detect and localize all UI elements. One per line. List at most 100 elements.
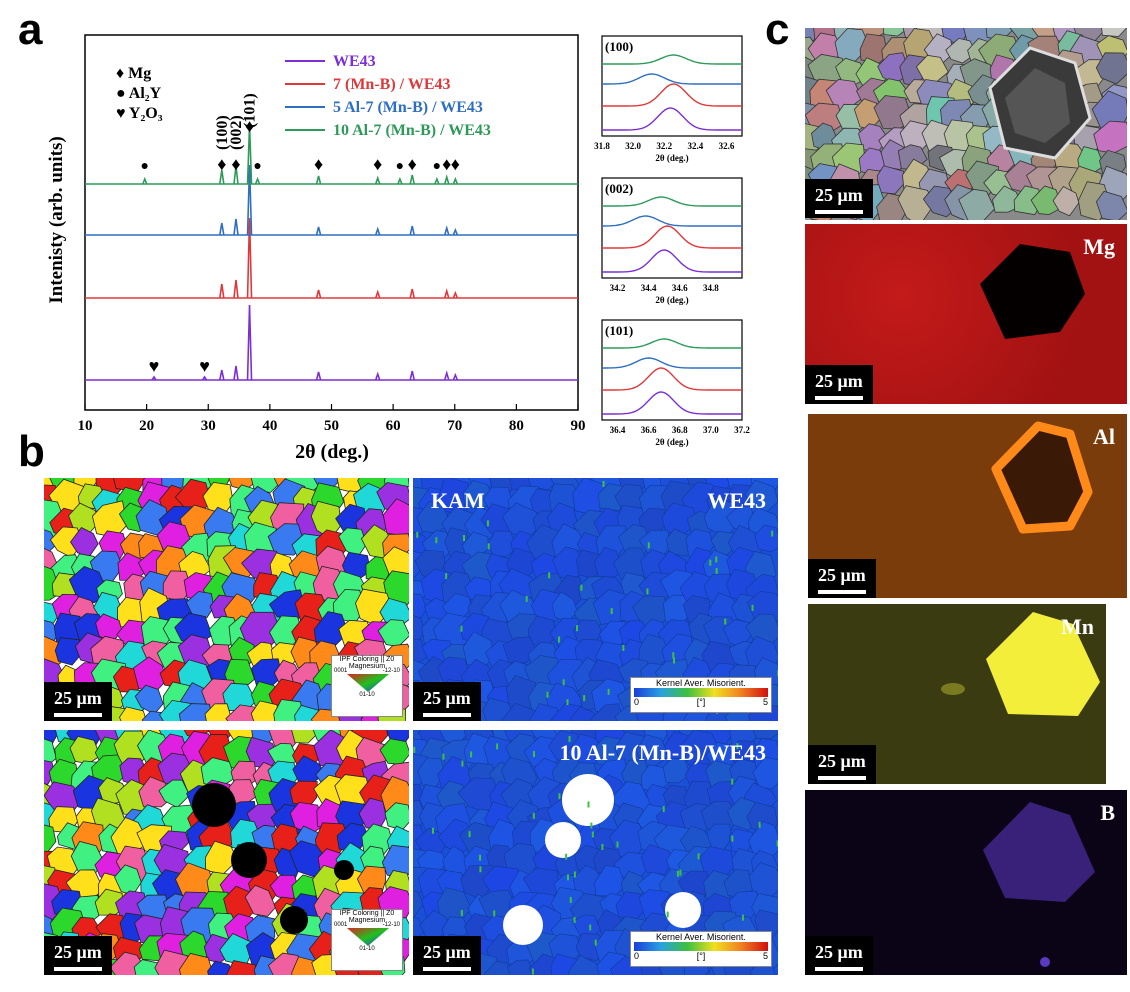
scale-bar: 25 μm — [808, 745, 876, 784]
sem-image: 25 μm — [805, 28, 1127, 220]
eds-map-al: Al 25 μm — [808, 414, 1127, 598]
kam-color-legend: Kernel Aver. Misorient. 0 [°] 5 — [630, 677, 772, 713]
eds-map-mg: Mg 25 μm — [805, 224, 1127, 404]
scale-bar: 25 μm — [805, 179, 873, 218]
kam-label: KAM — [431, 488, 485, 513]
scale-bar: 25 μm — [808, 559, 876, 598]
inset-x-label: 2θ (deg.) — [655, 437, 688, 447]
hkl-label: (101) — [242, 93, 259, 128]
inset-title: (002) — [605, 181, 633, 196]
scale-bar: 25 μm — [44, 682, 112, 721]
element-label-b: B — [1100, 800, 1115, 825]
x-tick-label: 80 — [509, 418, 524, 434]
phase-marker: ♦ — [245, 116, 254, 136]
ipf-color-legend: IPF Coloring || Z0 Magnesium 0001 -12-10 … — [331, 909, 403, 971]
xrd-inset-002: (002) 34.2 34.4 34.6 34.8 2θ (deg.) — [601, 177, 743, 305]
phase-legend-item: ♥ Y₂O₃ — [116, 105, 163, 122]
inset-series-line — [602, 215, 742, 227]
phase-legend: ♦ Mg ● Al₂Y ♥ Y₂O₃ — [116, 65, 163, 122]
inset-series-line — [602, 225, 742, 249]
panel-label-b: b — [18, 427, 45, 476]
xrd-main-chart: ♦ ♦♦♦ ♦ ♦ ♦ ♦● ● ● ●♥ ♥ 10 20 30 40 50 60 70 80 90 2θ (de… — [46, 34, 586, 463]
inset-tick-label: 34.2 — [610, 283, 626, 293]
element-label-al: Al — [1093, 424, 1115, 449]
series-line — [85, 164, 578, 236]
series-line — [85, 217, 578, 299]
inset-x-label: 2θ (deg.) — [655, 295, 688, 305]
inset-series-line — [602, 391, 742, 415]
inset-tick-label: 34.6 — [672, 283, 688, 293]
inset-series-line — [602, 83, 742, 107]
xrd-inset-100: (100) 31.8 32.0 32.2 32.4 32.6 2θ (deg.) — [594, 35, 743, 163]
x-tick-label: 20 — [139, 418, 154, 434]
xrd-inset-101: (101) 36.4 36.6 36.8 37.0 37.2 2θ (deg.) — [601, 319, 750, 447]
kam-map-we43: KAM WE43 25 μm Kernel Aver. Misorient. 0… — [413, 478, 778, 721]
hkl-label: (100) — [214, 115, 231, 150]
inset-series-line — [602, 54, 742, 65]
x-axis-label: 2θ (deg.) — [295, 441, 369, 463]
eds-map-b: B 25 μm — [805, 790, 1127, 975]
inset-tick-label: 32.6 — [719, 141, 735, 151]
kam-color-legend: Kernel Aver. Misorient. 0 [°] 5 — [630, 931, 772, 967]
panel-label-a: a — [18, 5, 43, 54]
phase-marker: ♦ — [451, 154, 460, 174]
x-tick-label: 70 — [447, 418, 462, 434]
inset-tick-label: 37.2 — [734, 425, 750, 435]
x-tick-label: 50 — [324, 418, 339, 434]
inset-frame — [601, 35, 743, 137]
x-tick-label: 90 — [571, 418, 586, 434]
phase-marker: ♦ — [373, 154, 382, 174]
inset-tick-label: 31.8 — [594, 141, 610, 151]
phase-legend-item: ♦ Mg — [116, 65, 151, 82]
scale-bar: 25 μm — [44, 936, 112, 975]
sample-label-we43: WE43 — [707, 488, 766, 513]
inset-series-line — [602, 249, 742, 273]
peak-hkl-labels: (100)(002)(101) — [214, 93, 259, 150]
hkl-label: (002) — [228, 115, 245, 150]
inset-x-label: 2θ (deg.) — [655, 153, 688, 163]
inset-tick-label: 32.2 — [656, 141, 672, 151]
series-line — [85, 123, 578, 185]
phase-marker: ♥ — [149, 356, 160, 376]
inset-series-line — [602, 338, 742, 349]
element-label-mn: Mn — [1061, 614, 1094, 639]
x-tick-label: 60 — [386, 418, 401, 434]
inset-series-line — [602, 367, 742, 391]
x-tick-label: 30 — [201, 418, 216, 434]
phase-marker: ● — [433, 159, 441, 174]
kam-map-composite: 10 Al-7 (Mn-B)/WE43 25 μm Kernel Aver. M… — [413, 730, 778, 975]
scale-bar: 25 μm — [413, 682, 481, 721]
panel-label-c: c — [765, 5, 790, 54]
phase-legend-item: ● Al₂Y — [116, 85, 162, 102]
inset-frame — [601, 319, 743, 421]
inset-tick-label: 36.6 — [641, 425, 657, 435]
scale-bar: 25 μm — [805, 936, 873, 975]
inset-title: (100) — [605, 39, 633, 54]
phase-marker: ♥ — [199, 356, 210, 376]
series-line — [85, 304, 578, 381]
sample-label-composite: 10 Al-7 (Mn-B)/WE43 — [559, 740, 766, 765]
scale-bar: 25 μm — [413, 936, 481, 975]
inset-tick-label: 32.0 — [625, 141, 641, 151]
inset-tick-label: 32.4 — [687, 141, 703, 151]
legend-label: 10 Al-7 (Mn-B) / WE43 — [333, 122, 491, 139]
phase-marker: ● — [253, 159, 261, 174]
ipf-map-composite: 25 μm IPF Coloring || Z0 Magnesium 0001-… — [44, 730, 409, 975]
inset-tick-label: 36.8 — [672, 425, 688, 435]
x-tick-label: 40 — [262, 418, 277, 434]
inset-series-line — [602, 107, 742, 131]
scale-bar: 25 μm — [805, 365, 873, 404]
ipf-map-we43: 25 μm IPF Coloring || Z0 Magnesium 0001-… — [44, 478, 409, 721]
phase-marker: ♦ — [408, 154, 417, 174]
ipf-color-legend: IPF Coloring || Z0 Magnesium 0001 -12-10 … — [331, 655, 403, 717]
inset-series-line — [602, 73, 742, 85]
phase-marker: ♦ — [442, 154, 451, 174]
inset-tick-label: 34.4 — [641, 283, 657, 293]
inset-tick-label: 36.4 — [610, 425, 626, 435]
phase-marker: ♦ — [217, 154, 226, 174]
phase-marker: ● — [141, 159, 149, 174]
legend-label: 5 Al-7 (Mn-B) / WE43 — [333, 99, 483, 116]
inset-series-line — [602, 357, 742, 369]
inset-tick-label: 37.0 — [703, 425, 719, 435]
x-tick-label: 10 — [78, 418, 93, 434]
